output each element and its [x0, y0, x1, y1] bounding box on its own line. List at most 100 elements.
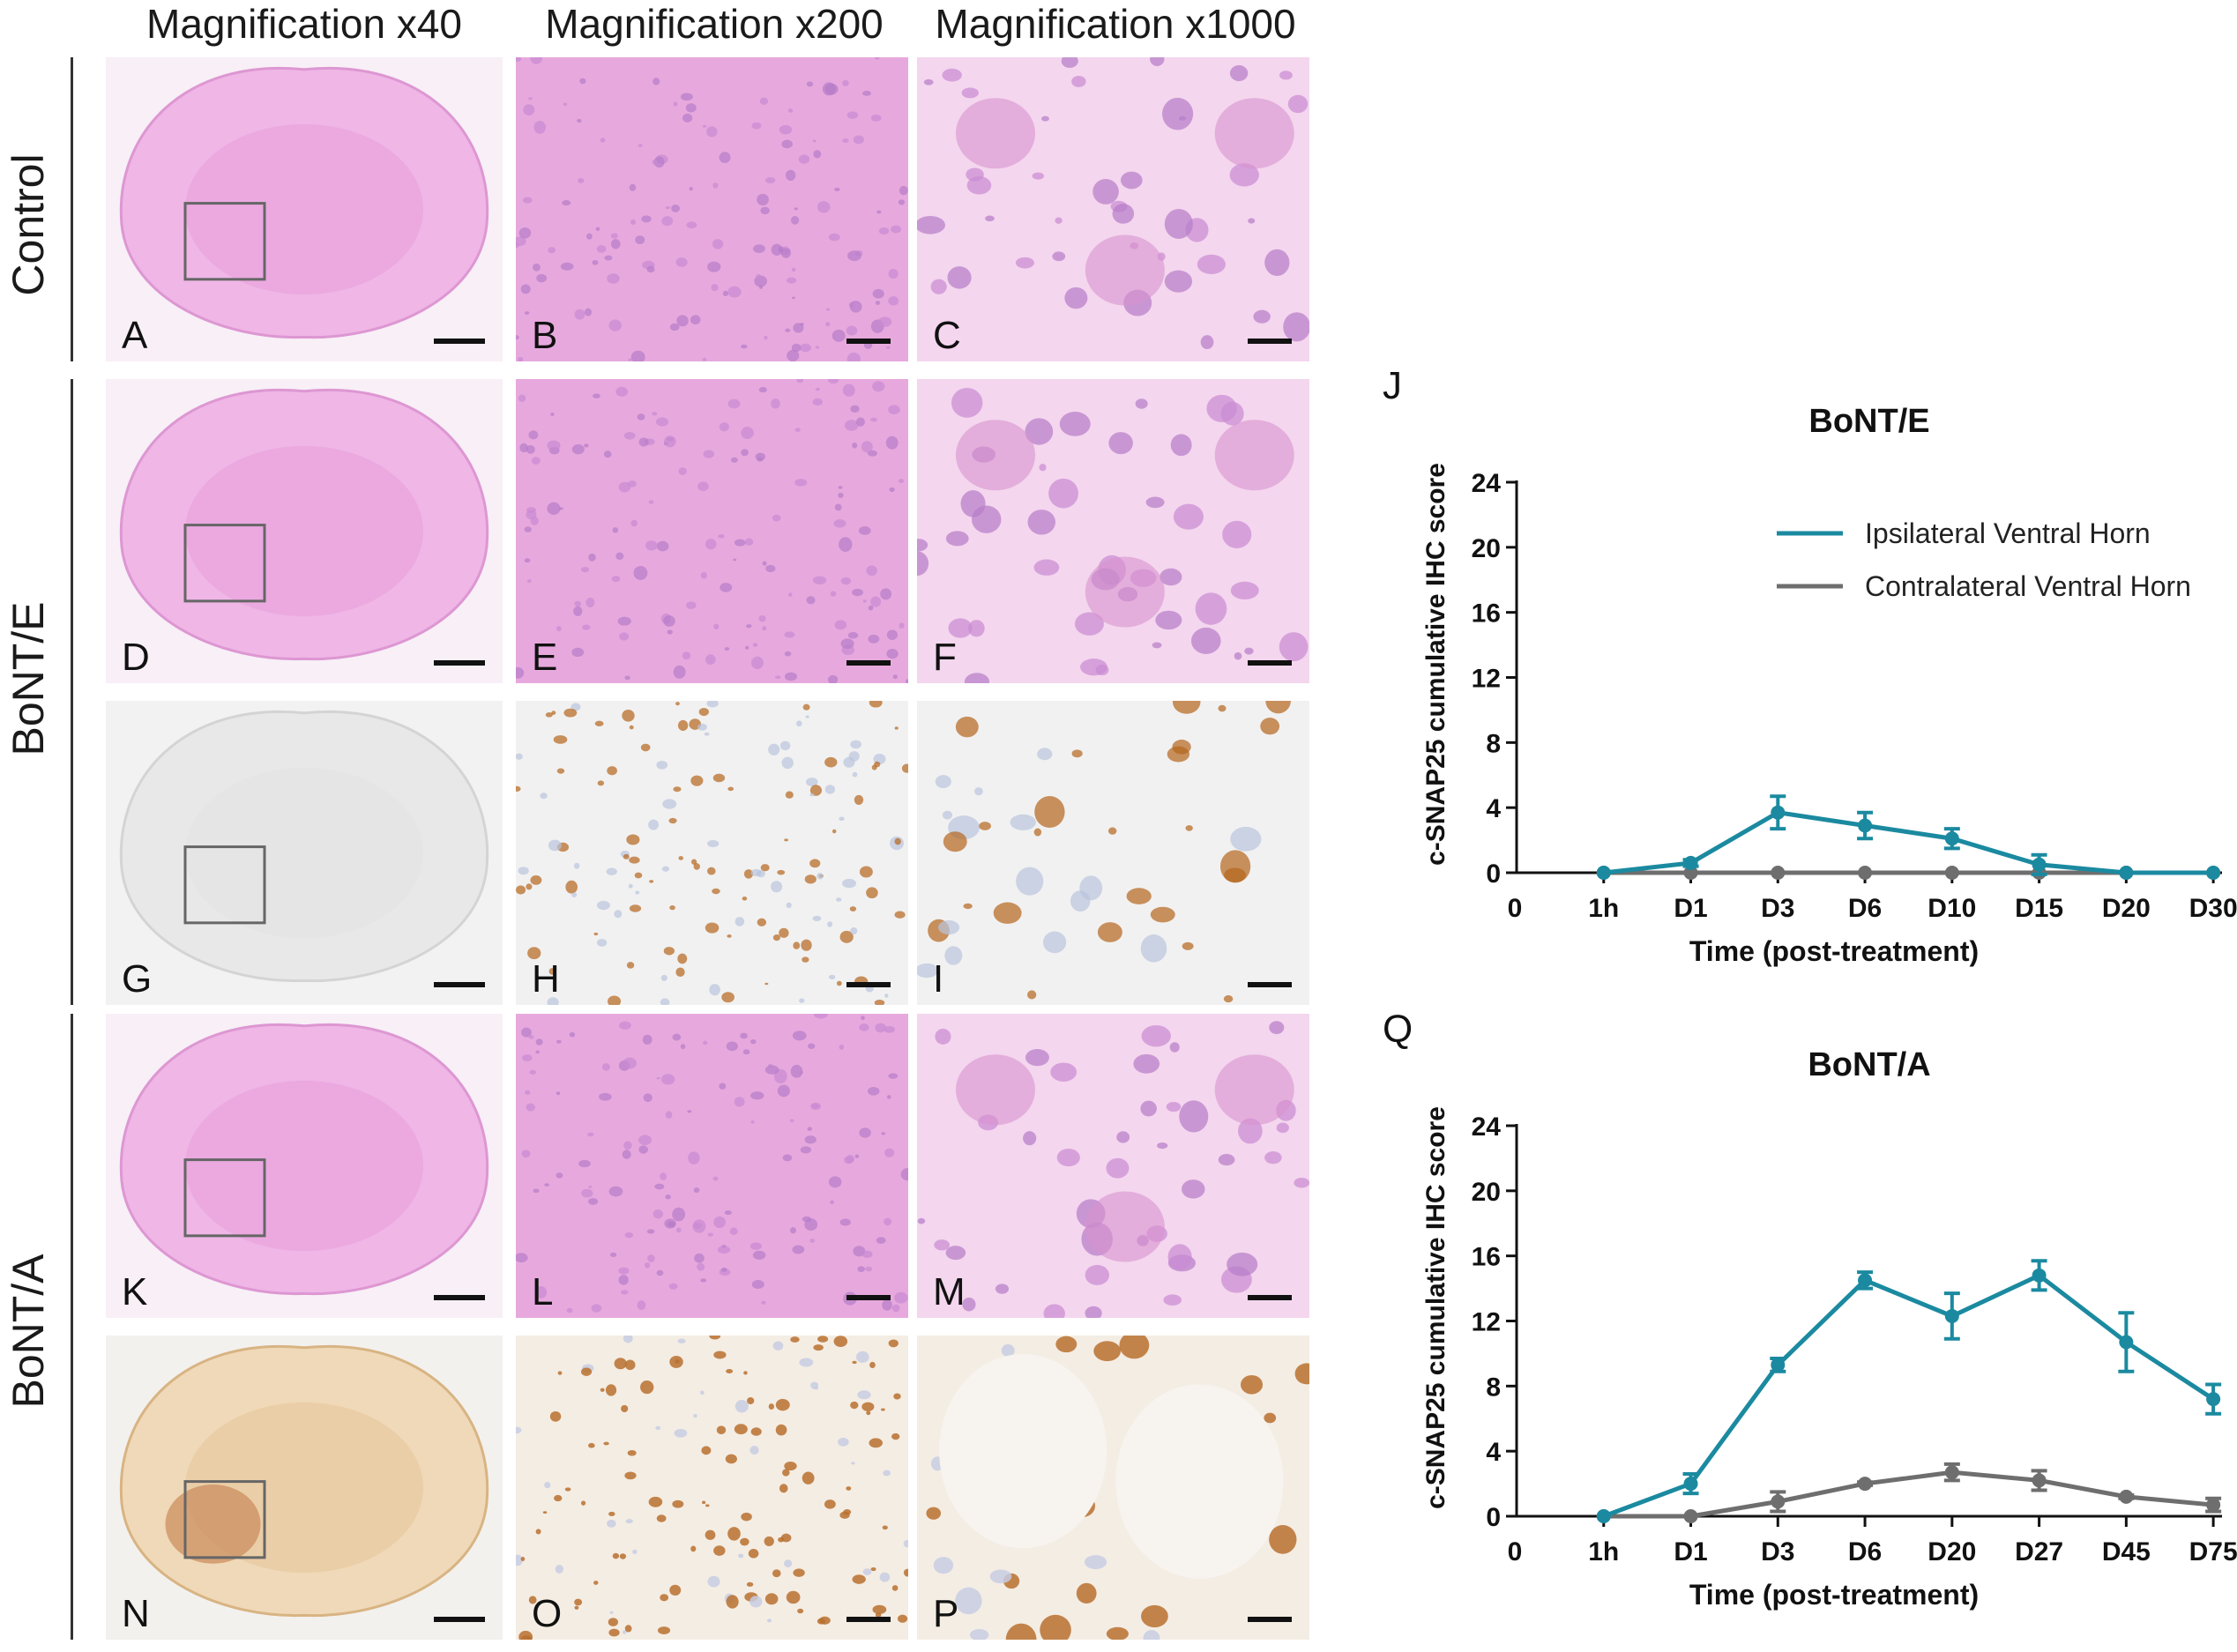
- micrograph-panel-N: N: [106, 1336, 503, 1640]
- micrograph-panel-M: M: [917, 1014, 1309, 1318]
- data-point: [2119, 1335, 2134, 1350]
- chart-title: BoNT/E: [1808, 403, 1929, 440]
- chart-bonta: Q BoNT/A 0 4 8 12 16 20 24 c-SNAP25 cumulative IH…: [1383, 1014, 2237, 1611]
- x-tick-label: D1: [1674, 894, 1707, 923]
- panel-letter-D: D: [122, 636, 150, 679]
- x-tick-label: 1h: [1588, 1537, 1619, 1566]
- tissue-texture: [516, 701, 908, 1005]
- row-label-bonta: BoNT/A: [4, 1254, 53, 1409]
- column-header-x1000: Magnification x1000: [935, 1, 1296, 47]
- panel-letter-M: M: [933, 1270, 966, 1313]
- data-point: [1858, 818, 1873, 833]
- divider-bonte: [71, 379, 73, 1005]
- panel-letter-Q: Q: [1383, 1014, 1413, 1051]
- micrograph-panel-K: K: [106, 1014, 503, 1318]
- micrograph-panel-B: B: [516, 57, 908, 361]
- series-line: [1602, 1272, 2215, 1519]
- tissue-texture: [516, 379, 908, 683]
- micrograph-panel-P: P: [917, 1336, 1309, 1640]
- y-tick-label: 16: [1472, 1243, 1501, 1272]
- column-header-x200: Magnification x200: [545, 1, 884, 47]
- series-line: [1603, 810, 2214, 875]
- scale-bar: [434, 1295, 485, 1300]
- scale-bar: [846, 1617, 891, 1622]
- x-tick-label: D6: [1848, 1537, 1882, 1566]
- data-point: [1771, 1358, 1786, 1373]
- scale-bar: [1248, 1295, 1292, 1300]
- x-tick-label: D1: [1674, 1537, 1707, 1566]
- micrograph-panel-G: G: [106, 701, 503, 1005]
- y-tick-label: 4: [1486, 1438, 1501, 1467]
- legend-label: Contralateral Ventral Horn: [1865, 570, 2191, 602]
- micrograph-panel-F: F: [917, 379, 1309, 683]
- data-point: [1683, 1509, 1698, 1523]
- panel-letter-J: J: [1383, 370, 1402, 407]
- data-point: [2032, 1268, 2047, 1283]
- panel-letter-G: G: [122, 957, 153, 1001]
- micrograph-panel-A: A: [106, 57, 503, 361]
- x-tick-label: D3: [1761, 1537, 1794, 1566]
- x-tick-label: D10: [1928, 894, 1976, 923]
- scale-bar: [434, 660, 485, 666]
- tissue-texture: [119, 66, 489, 339]
- scale-bar: [434, 1617, 485, 1622]
- x-tick-label-zero: 0: [1508, 1537, 1523, 1566]
- micrograph-panel-L: L: [516, 1014, 908, 1318]
- panel-letter-O: O: [532, 1592, 563, 1635]
- panel-letter-P: P: [933, 1592, 959, 1635]
- scale-bar: [846, 982, 891, 987]
- tissue-texture: [119, 388, 489, 661]
- x-tick-label: D6: [1848, 894, 1882, 923]
- micrograph-panel-E: E: [516, 379, 908, 683]
- data-point: [1683, 866, 1698, 880]
- x-tick-label: 1h: [1588, 894, 1619, 923]
- data-point: [1944, 866, 1959, 880]
- panel-letter-H: H: [532, 957, 560, 1001]
- panel-letter-C: C: [933, 314, 961, 357]
- data-point: [2119, 866, 2134, 880]
- data-point: [1596, 866, 1611, 880]
- divider-control: [71, 57, 73, 361]
- x-tick-label: D45: [2102, 1537, 2151, 1566]
- scale-bar: [1248, 1617, 1292, 1622]
- x-tick-label: D20: [1928, 1537, 1976, 1566]
- micrograph-panel-H: H: [516, 701, 908, 1005]
- panel-letter-F: F: [933, 636, 957, 679]
- data-point: [1858, 1477, 1873, 1492]
- x-tick-label: D30: [2189, 894, 2237, 923]
- data-point: [2119, 1489, 2134, 1504]
- data-point: [1858, 866, 1873, 880]
- scale-bar: [846, 660, 891, 666]
- x-axis-label: Time (post-treatment): [1689, 935, 1979, 967]
- scale-bar: [1248, 982, 1292, 987]
- y-tick-label: 12: [1472, 1308, 1501, 1337]
- micrograph-panel-D: D: [106, 379, 503, 683]
- scale-bar: [846, 1295, 891, 1300]
- tissue-texture: [119, 1344, 489, 1618]
- data-point: [2032, 857, 2047, 872]
- x-tick-label: D27: [2015, 1537, 2063, 1566]
- panel-letter-I: I: [933, 957, 944, 1001]
- data-point: [1771, 805, 1786, 820]
- row-label-control: Control: [4, 153, 53, 296]
- series-line: [1603, 1470, 2214, 1519]
- column-header-x40: Magnification x40: [146, 1, 462, 47]
- panel-letter-B: B: [532, 314, 558, 357]
- y-tick-label: 20: [1472, 534, 1501, 563]
- tissue-texture: [516, 1336, 908, 1640]
- data-point: [1944, 1308, 1959, 1323]
- y-tick-label: 8: [1486, 729, 1501, 758]
- panel-letter-E: E: [532, 636, 558, 679]
- y-tick-label: 24: [1472, 1112, 1502, 1142]
- x-tick-label: D15: [2015, 894, 2063, 923]
- data-point: [2206, 1392, 2221, 1407]
- x-tick-label: D75: [2189, 1537, 2237, 1566]
- scale-bar: [846, 339, 891, 344]
- y-tick-label: 8: [1486, 1373, 1501, 1402]
- tissue-texture: [917, 387, 1309, 683]
- panel-letter-K: K: [122, 1270, 148, 1313]
- x-axis-label: Time (post-treatment): [1689, 1579, 1979, 1611]
- chart-bonte: J BoNT/E 0 4 8 12 16 20 24 c-SNAP25 cumulative IH…: [1383, 370, 2237, 967]
- data-point: [1683, 1477, 1698, 1492]
- panel-letter-A: A: [122, 314, 148, 357]
